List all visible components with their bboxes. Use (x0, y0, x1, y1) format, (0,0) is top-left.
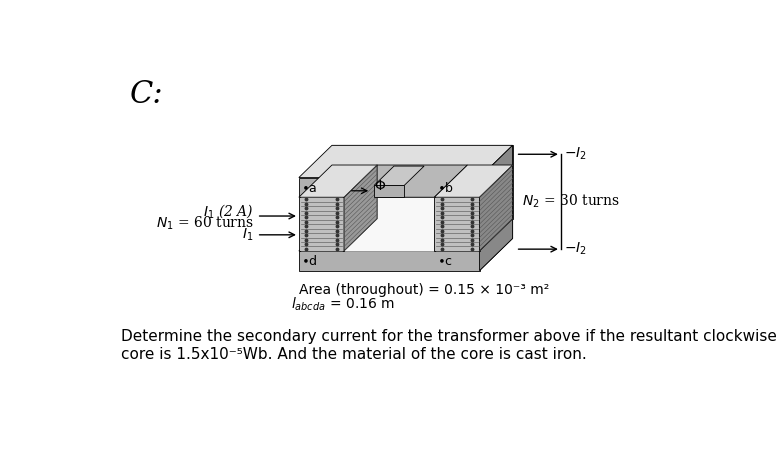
Polygon shape (299, 165, 377, 197)
Polygon shape (344, 165, 377, 251)
Polygon shape (434, 197, 479, 251)
Text: C:: C: (131, 79, 164, 110)
Text: $N_1$ = 60 turns: $N_1$ = 60 turns (155, 214, 253, 232)
Text: $-I_2$: $-I_2$ (564, 241, 587, 257)
Polygon shape (375, 166, 424, 186)
Text: $\bullet$b: $\bullet$b (437, 181, 454, 195)
Polygon shape (299, 251, 479, 271)
Text: $I_1$ (2 A): $I_1$ (2 A) (203, 202, 253, 219)
Polygon shape (299, 178, 479, 197)
Polygon shape (299, 219, 513, 251)
Polygon shape (479, 146, 513, 271)
Text: $-I_2$: $-I_2$ (564, 146, 587, 162)
Text: Area (throughout) = 0.15 × 10⁻³ m²: Area (throughout) = 0.15 × 10⁻³ m² (299, 283, 549, 297)
Text: core is 1.5x10⁻⁵Wb. And the material of the core is cast iron.: core is 1.5x10⁻⁵Wb. And the material of … (121, 347, 587, 362)
Polygon shape (479, 219, 513, 271)
Polygon shape (299, 146, 513, 178)
Polygon shape (344, 165, 468, 197)
Text: $I_1$: $I_1$ (242, 226, 253, 243)
Polygon shape (479, 165, 513, 251)
Text: $N_2$ = 30 turns: $N_2$ = 30 turns (521, 192, 619, 210)
Polygon shape (375, 186, 404, 197)
Text: $\bullet$d: $\bullet$d (301, 254, 318, 268)
Text: $\bullet$c: $\bullet$c (437, 255, 453, 268)
Text: $\bullet$a: $\bullet$a (301, 182, 318, 195)
Text: $l_{abcda}$ = 0.16 m: $l_{abcda}$ = 0.16 m (291, 296, 395, 313)
Text: Determine the secondary current for the transformer above if the resultant clock: Determine the secondary current for the … (121, 329, 777, 345)
Polygon shape (479, 146, 513, 197)
Polygon shape (299, 197, 344, 251)
Text: $\Phi$: $\Phi$ (375, 179, 386, 193)
Polygon shape (344, 197, 434, 251)
Polygon shape (434, 165, 513, 197)
Polygon shape (332, 146, 513, 219)
